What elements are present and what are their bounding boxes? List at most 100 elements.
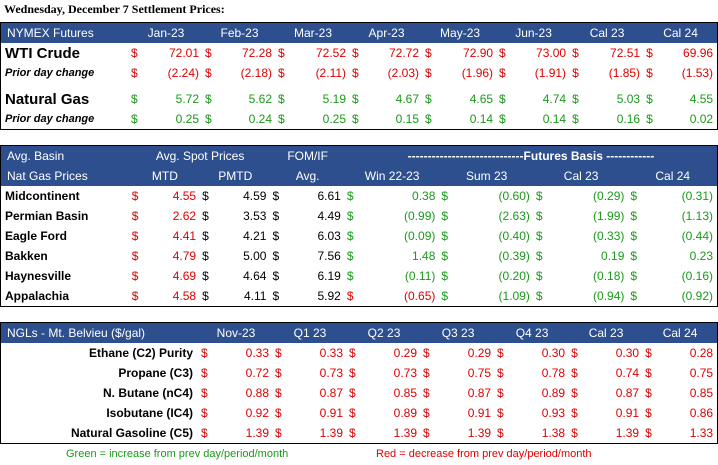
pmtd-value: 3.53: [243, 209, 267, 223]
ngl-value: 0.92: [245, 406, 269, 420]
nymex-section: NYMEX Futures Jan-23 Feb-23 Mar-23 Apr-2…: [0, 22, 718, 130]
dollar-sign: $: [535, 289, 543, 303]
ngl-value: 0.89: [393, 406, 418, 420]
basis-value: (0.94): [593, 289, 625, 303]
basin-section: Avg. Basin Avg. Spot Prices FOM/IF -----…: [0, 145, 718, 307]
fom-value: 5.92: [317, 289, 341, 303]
spot-header: Avg. Spot Prices: [129, 146, 271, 166]
col-header: Q2 23: [347, 323, 422, 343]
ngl-name: Natural Gasoline (C5): [70, 426, 193, 440]
gas-change: 0.16: [616, 112, 641, 126]
col-header: Cal 23: [533, 166, 629, 186]
dollar-sign: $: [349, 386, 356, 400]
col-header: Cal 24: [644, 23, 718, 43]
col-header: MTD: [129, 166, 201, 186]
dollar-sign: $: [131, 229, 139, 243]
dollar-sign: $: [346, 209, 354, 223]
ngl-row: Isobutane (IC4) $0.92 $0.91 $0.89 $0.91 …: [1, 403, 717, 423]
dollar-sign: $: [272, 289, 280, 303]
wti-value: 72.01: [168, 46, 200, 60]
basin-row: Permian Basin $2.62 $3.53 $4.49 $ (0.99) …: [1, 206, 717, 226]
gas-change: 0.02: [689, 112, 714, 126]
page-title: Wednesday, December 7 Settlement Prices:: [4, 2, 225, 16]
col-header: Q1 23: [273, 323, 348, 343]
basis-value: 0.38: [412, 189, 436, 203]
basin-name: Appalachia: [5, 289, 70, 303]
basis-value: (0.99): [404, 209, 436, 223]
gas-value: 5.72: [175, 92, 200, 106]
gas-value: 4.74: [542, 92, 567, 106]
dollar-sign: $: [572, 66, 579, 80]
basin-row: Midcontinent $4.55 $4.59 $6.61 $0.38 $ (0…: [1, 186, 717, 206]
fom-value: 6.19: [317, 269, 341, 283]
ngl-row: Natural Gasoline (C5) $1.39 $1.39 $1.39 …: [1, 423, 717, 443]
dollar-sign: $: [201, 406, 208, 420]
dollar-sign: $: [571, 346, 578, 360]
basis-value: (1.13): [681, 209, 713, 223]
wti-value: 72.52: [316, 46, 347, 60]
ngl-value: 0.33: [319, 346, 344, 360]
mtd-value: 4.79: [172, 249, 197, 263]
ngl-value: 1.39: [319, 426, 344, 440]
basin-header-row-2: Nat Gas Prices MTD PMTD Avg. Win 22-23 S…: [1, 166, 717, 186]
dollar-sign: $: [272, 229, 280, 243]
col-header: Apr-23: [350, 23, 424, 43]
ngl-header-label: NGLs - Mt. Belvieu ($/gal): [1, 323, 199, 343]
ngl-value: 0.29: [393, 346, 418, 360]
ngl-value: 1.39: [245, 426, 269, 440]
dollar-sign: $: [646, 112, 653, 126]
ngl-value: 0.78: [541, 366, 566, 380]
dollar-sign: $: [278, 112, 285, 126]
futures-basis-header: -----------------------------Futures Bas…: [344, 146, 717, 166]
wti-change: (2.11): [315, 66, 347, 80]
ngl-value: 0.74: [615, 366, 640, 380]
pmtd-value: 5.00: [243, 249, 267, 263]
dollar-sign: $: [131, 46, 138, 60]
fom-value: 6.03: [317, 229, 341, 243]
dollar-sign: $: [423, 426, 430, 440]
ngl-name: Ethane (C2) Purity: [88, 346, 193, 360]
ngl-value: 1.39: [393, 426, 418, 440]
basis-value: (0.65): [404, 289, 436, 303]
dollar-sign: $: [202, 229, 209, 243]
dollar-sign: $: [131, 269, 139, 283]
ngl-value: 0.30: [541, 346, 566, 360]
basis-value: (0.44): [681, 229, 713, 243]
col-header: Cal 23: [570, 23, 645, 43]
col-header: Feb-23: [203, 23, 277, 43]
dollar-sign: $: [278, 46, 285, 60]
ngl-value: 0.91: [319, 406, 344, 420]
ngl-value: 1.33: [689, 426, 714, 440]
dollar-sign: $: [535, 269, 543, 283]
ngl-value: 0.29: [467, 346, 492, 360]
dollar-sign: $: [571, 426, 578, 440]
dollar-sign: $: [131, 66, 138, 80]
col-header: Avg.: [270, 166, 345, 186]
basis-value: (2.63): [498, 209, 530, 223]
col-header: Sum 23: [439, 166, 534, 186]
dollar-sign: $: [497, 346, 504, 360]
dollar-sign: $: [630, 209, 638, 223]
ngl-name: N. Butane (nC4): [103, 386, 193, 400]
dollar-sign: $: [272, 269, 280, 283]
dollar-sign: $: [349, 346, 356, 360]
dollar-sign: $: [272, 189, 280, 203]
dollar-sign: $: [352, 92, 359, 106]
wti-change: (1.91): [534, 66, 567, 80]
wti-row: WTI Crude $72.01 $72.28 $72.52 $72.72 $7…: [1, 43, 717, 63]
basin-row: Appalachia $4.58 $4.11 $5.92 $ (0.65) $ (1…: [1, 286, 717, 306]
ngl-value: 1.39: [615, 426, 640, 440]
dollar-sign: $: [535, 229, 543, 243]
dollar-sign: $: [535, 249, 543, 263]
dollar-sign: $: [572, 46, 579, 60]
basin-header-sub: Nat Gas Prices: [1, 166, 130, 186]
basin-name: Eagle Ford: [5, 229, 68, 243]
ngl-value: 0.28: [689, 346, 714, 360]
gas-value: 4.55: [689, 92, 714, 106]
dollar-sign: $: [201, 426, 208, 440]
ngl-value: 0.86: [689, 406, 714, 420]
basis-value: (0.18): [593, 269, 625, 283]
dollar-sign: $: [572, 92, 579, 106]
dollar-sign: $: [346, 269, 354, 283]
dollar-sign: $: [499, 92, 506, 106]
